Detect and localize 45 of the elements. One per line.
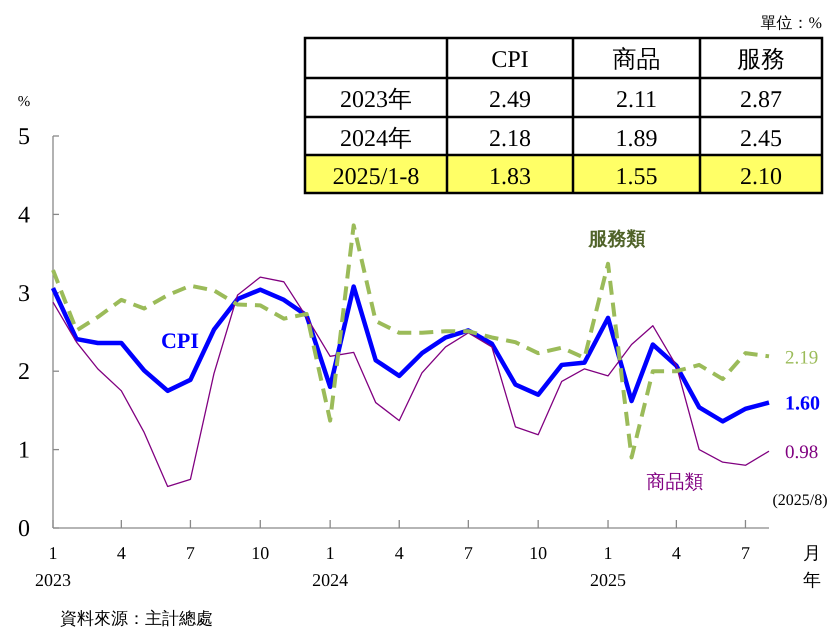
x-tick-label: 4 — [116, 543, 126, 563]
text: 1.83 — [489, 164, 531, 190]
text: 2.18 — [489, 126, 531, 152]
text: 2.10 — [740, 164, 782, 190]
line-series — [50, 284, 772, 424]
text: 2.45 — [740, 126, 782, 152]
x-tick-label: 1 2023 — [35, 543, 71, 590]
category-label: 2023年 — [340, 87, 412, 113]
data-label: 2.19 — [785, 347, 818, 368]
y-tick-label: 2 — [18, 359, 30, 386]
x-tick-label: 1 2024 — [312, 543, 348, 590]
category-label: 2024年 — [340, 126, 412, 152]
y-tick-label: 0 — [18, 516, 30, 542]
y-tick-label: 1 — [18, 438, 30, 464]
text: 2.49 — [489, 87, 531, 113]
x-tick-label: 4 — [672, 543, 681, 563]
series-label: 服務類 — [588, 229, 646, 250]
category-label: 2025/1-8 — [332, 164, 420, 190]
x-tick-label: 7 — [464, 543, 473, 563]
source-note: 資料來源：主計總處 — [60, 609, 213, 628]
x-tick-label: 10 — [251, 543, 270, 563]
y-tick-label: 3 — [18, 280, 30, 307]
y-tick-label: 5 — [18, 124, 30, 150]
x-tick-label: 1 2025 — [590, 543, 626, 590]
category-label: 商品 — [612, 46, 660, 73]
x-tick-label: 4 — [394, 543, 404, 563]
series-label: CPI — [161, 328, 199, 353]
text: (2025/8) — [772, 492, 828, 509]
x-tick-label: 7 — [740, 543, 750, 563]
text: 2.87 — [740, 87, 782, 113]
data-label: 1.60 — [785, 392, 820, 415]
y-tick-label: 4 — [18, 202, 30, 228]
category-label: CPI — [491, 47, 529, 73]
x-tick-label: 7 — [186, 543, 195, 563]
y-axis-title: % — [18, 94, 30, 110]
x-axis-title: 月年 — [803, 543, 821, 590]
line-series — [51, 223, 771, 460]
series-label: 商品類 — [646, 471, 704, 493]
category-label: 服務 — [737, 47, 785, 73]
text: 1.55 — [616, 164, 658, 190]
text: 2.11 — [616, 87, 658, 113]
text: 單位：% — [760, 15, 822, 32]
data-label: 0.98 — [785, 442, 818, 464]
text: 1.89 — [616, 126, 658, 152]
x-tick-label: 10 — [529, 543, 548, 563]
